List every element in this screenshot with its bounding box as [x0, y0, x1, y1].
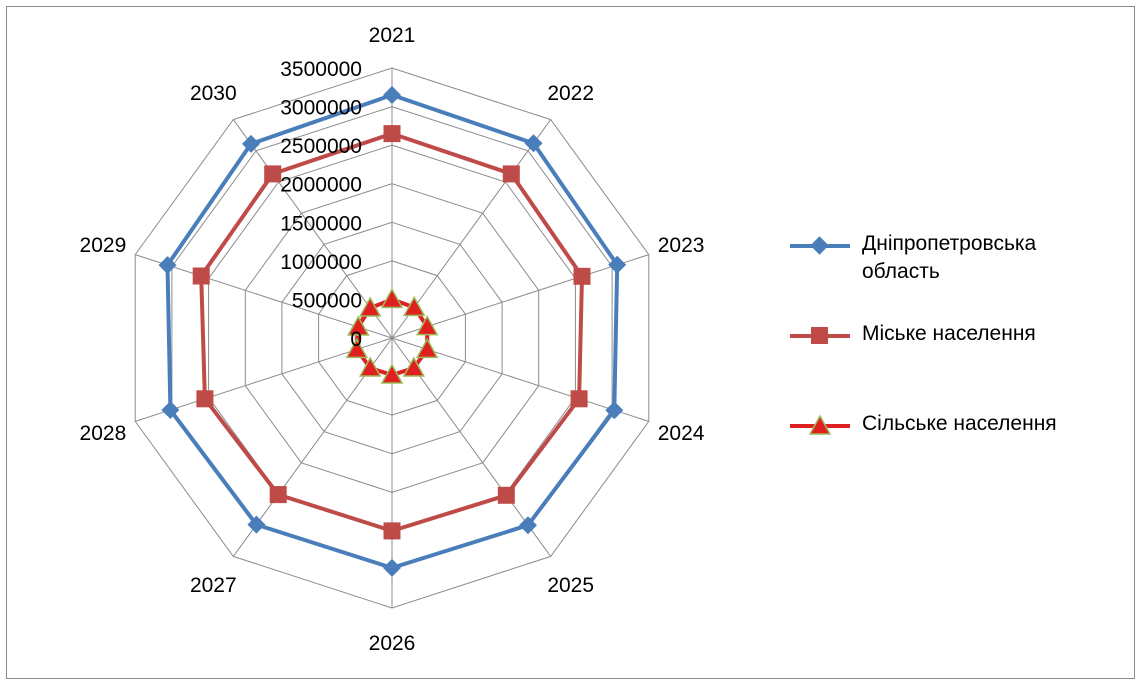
series-1-point-2026	[383, 522, 401, 540]
series-2-point-2023	[415, 315, 439, 336]
radial-tick-label-4: 2000000	[280, 174, 362, 197]
radial-tick-label-2: 1000000	[280, 251, 362, 274]
square-marker-icon	[811, 327, 828, 344]
radial-tick-label-6: 3000000	[280, 97, 362, 120]
series-2-point-2029	[347, 315, 370, 336]
radial-tick-label-5: 2500000	[280, 135, 362, 158]
series-2-point-2025	[402, 356, 426, 377]
series-1-point-2027	[269, 486, 287, 504]
radial-tick-label-3: 1500000	[280, 212, 362, 235]
series-2-point-2026	[380, 363, 404, 384]
category-label-2030: 2030	[190, 82, 237, 105]
series-2-point-2022	[402, 295, 426, 317]
series-1-point-2022	[502, 165, 520, 183]
series-1-point-2028	[196, 390, 214, 408]
legend-item-rural: Сільське населення	[790, 410, 1120, 470]
series-0-point-2029	[158, 256, 177, 275]
category-label-2021: 2021	[369, 24, 416, 47]
spoke-2030	[232, 119, 393, 339]
category-label-2027: 2027	[190, 574, 237, 597]
radial-tick-label-1: 500000	[292, 289, 362, 312]
series-0-point-2025	[519, 516, 537, 535]
series-1-point-2023	[573, 267, 591, 285]
radial-tick-label-0: 0	[350, 328, 362, 351]
legend-item-oblast: Дніпропетровська область	[790, 230, 1120, 290]
series-2-point-2024	[415, 337, 439, 359]
category-label-2026: 2026	[369, 632, 416, 655]
series-0-point-2024	[605, 401, 624, 420]
spoke-2023	[391, 254, 649, 339]
series-0-point-2026	[383, 558, 401, 577]
chart-frame	[6, 6, 1135, 679]
spoke-2029	[135, 254, 393, 339]
category-label-2025: 2025	[547, 574, 594, 597]
series-1-point-2024	[570, 390, 588, 408]
legend-label-oblast: Дніпропетровська область	[862, 232, 1037, 283]
series-0-point-2021	[383, 86, 401, 104]
series-2-point-2028	[345, 337, 369, 359]
category-label-2029: 2029	[80, 234, 127, 257]
category-label-2022: 2022	[547, 82, 594, 105]
category-label-2024: 2024	[658, 422, 705, 445]
series-1-point-2029	[192, 267, 210, 285]
series-1-point-2030	[264, 165, 282, 183]
radial-tick-label-7: 3500000	[280, 58, 362, 81]
series-0-point-2022	[524, 134, 543, 153]
series-0-point-2023	[608, 255, 627, 274]
spoke-2022	[391, 119, 552, 339]
diamond-marker-icon	[810, 236, 829, 255]
triangle-marker-icon	[809, 415, 831, 435]
category-label-2028: 2028	[80, 422, 127, 445]
series-1-point-2025	[497, 486, 515, 504]
series-2-point-2021	[380, 287, 404, 309]
category-label-2023: 2023	[658, 234, 705, 257]
legend-label-urban: Міське населення	[862, 322, 1036, 345]
series-0-point-2027	[247, 515, 266, 534]
series-0-point-2028	[161, 401, 180, 419]
legend-item-urban: Міське населення	[790, 320, 1120, 380]
series-1-point-2021	[383, 125, 401, 143]
legend-label-rural: Сільське населення	[862, 412, 1057, 435]
series-2-point-2030	[358, 296, 382, 317]
series-0-point-2030	[242, 134, 260, 153]
series-2-point-2027	[358, 356, 382, 377]
